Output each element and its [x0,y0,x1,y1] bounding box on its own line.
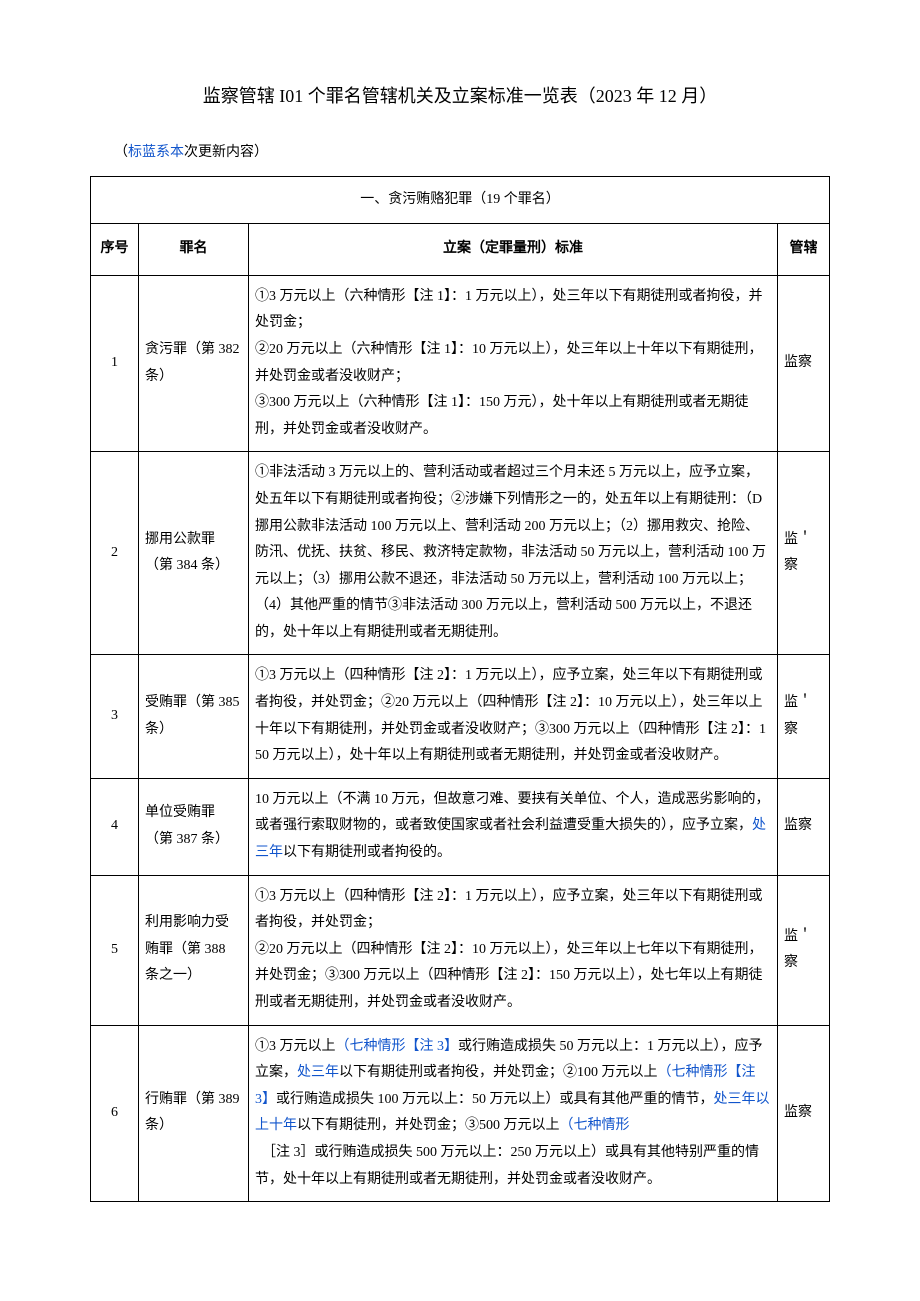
cell-crime-name: 挪用公款罪（第 384 条） [139,452,249,655]
cell-standard: ①非法活动 3 万元以上的、营利活动或者超过三个月未还 5 万元以上，应予立案，… [249,452,778,655]
header-idx: 序号 [91,224,139,276]
cell-jurisdiction: 监察 [778,1025,830,1202]
cell-standard: ①3 万元以上（四种情形【注 2】：1 万元以上），应予立案，处三年以下有期徒刑… [249,875,778,1025]
cell-idx: 3 [91,655,139,778]
header-name: 罪名 [139,224,249,276]
cell-idx: 6 [91,1025,139,1202]
section-header: 一、贪污贿赂犯罪（19 个罪名） [91,176,830,224]
cell-jurisdiction: 监察 [778,275,830,452]
cell-crime-name: 单位受贿罪（第 387 条） [139,778,249,875]
cell-standard: 10 万元以上（不满 10 万元，但故意刁难、要挟有关单位、个人，造成恶劣影响的… [249,778,778,875]
cell-jurisdiction: 监＇察 [778,452,830,655]
cell-standard: ①3 万元以上（四种情形【注 2】：1 万元以上），应予立案，处三年以下有期徒刑… [249,655,778,778]
cell-jurisdiction: 监＇察 [778,655,830,778]
cell-crime-name: 行贿罪（第 389 条） [139,1025,249,1202]
document-page: 监察管辖 I01 个罪名管辖机关及立案标准一览表（2023 年 12 月） （标… [0,0,920,1262]
crimes-table: 一、贪污贿赂犯罪（19 个罪名） 序号 罪名 立案（定罪量刑）标准 管辖 1贪污… [90,176,830,1203]
note-suffix: 次更新内容） [184,145,268,160]
table-row: 5利用影响力受贿罪（第 388 条之一）①3 万元以上（四种情形【注 2】：1 … [91,875,830,1025]
cell-idx: 2 [91,452,139,655]
page-title: 监察管辖 I01 个罪名管辖机关及立案标准一览表（2023 年 12 月） [90,80,830,112]
cell-idx: 4 [91,778,139,875]
table-row: 1贪污罪（第 382 条）①3 万元以上（六种情形【注 1】：1 万元以上），处… [91,275,830,452]
section-row: 一、贪污贿赂犯罪（19 个罪名） [91,176,830,224]
header-std: 立案（定罪量刑）标准 [249,224,778,276]
table-row: 4单位受贿罪（第 387 条）10 万元以上（不满 10 万元，但故意刁难、要挟… [91,778,830,875]
note-blue: 标蓝系本 [128,145,184,160]
cell-jurisdiction: 监＇察 [778,875,830,1025]
cell-crime-name: 贪污罪（第 382 条） [139,275,249,452]
table-row: 2挪用公款罪（第 384 条）①非法活动 3 万元以上的、营利活动或者超过三个月… [91,452,830,655]
cell-standard: ①3 万元以上（六种情形【注 1】：1 万元以上），处三年以下有期徒刑或者拘役，… [249,275,778,452]
header-row: 序号 罪名 立案（定罪量刑）标准 管辖 [91,224,830,276]
cell-idx: 5 [91,875,139,1025]
cell-standard: ①3 万元以上（七种情形【注 3】或行贿造成损失 50 万元以上：1 万元以上）… [249,1025,778,1202]
table-row: 3受贿罪（第 385 条）①3 万元以上（四种情形【注 2】：1 万元以上），应… [91,655,830,778]
cell-jurisdiction: 监察 [778,778,830,875]
cell-crime-name: 受贿罪（第 385 条） [139,655,249,778]
cell-idx: 1 [91,275,139,452]
table-row: 6行贿罪（第 389 条）①3 万元以上（七种情形【注 3】或行贿造成损失 50… [91,1025,830,1202]
note-prefix: （ [114,145,128,160]
header-jur: 管辖 [778,224,830,276]
cell-crime-name: 利用影响力受贿罪（第 388 条之一） [139,875,249,1025]
update-note: （标蓝系本次更新内容） [90,140,830,165]
